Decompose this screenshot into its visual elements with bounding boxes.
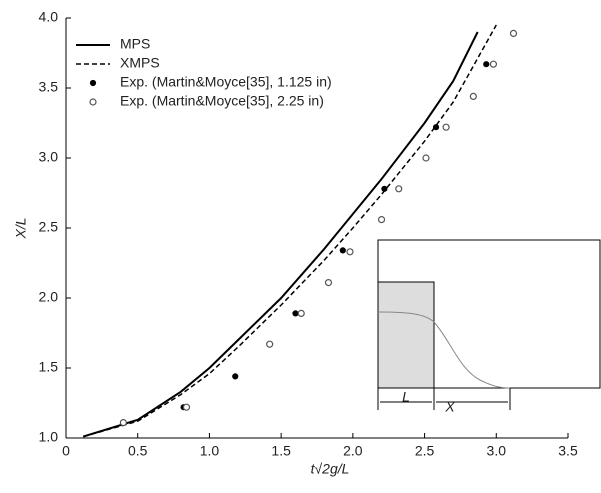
legend-label: XMPS	[120, 55, 160, 71]
x-tick-label: 2.0	[343, 443, 363, 459]
data-point	[422, 154, 430, 162]
data-point	[266, 340, 274, 348]
data-point	[377, 216, 386, 224]
series-line	[83, 24, 497, 438]
data-point	[297, 309, 305, 317]
y-tick-label: 2.5	[39, 219, 59, 235]
legend-label: MPS	[120, 36, 150, 52]
legend-swatch	[89, 98, 97, 106]
series-line	[82, 31, 479, 438]
data-point	[346, 248, 354, 256]
data-point	[119, 419, 127, 427]
x-tick-label: 0.5	[128, 443, 148, 459]
y-tick-label: 4.0	[39, 9, 59, 25]
data-point	[381, 185, 388, 192]
data-point	[489, 60, 498, 68]
dim-label: L	[402, 389, 410, 405]
data-point	[324, 279, 333, 287]
data-point	[339, 247, 346, 254]
dim-label: X	[444, 399, 455, 415]
legend-label: Exp. (Martin&Moyce[35], 2.25 in)	[120, 93, 324, 109]
data-point	[292, 310, 299, 317]
x-axis-label: t√2g/L	[311, 461, 350, 477]
inset-diagram: L X	[377, 239, 601, 415]
x-tick-label: 2.5	[415, 443, 435, 459]
y-tick-label: 1.0	[39, 429, 59, 445]
x-tick-label: 1.5	[271, 443, 291, 459]
data-point	[432, 124, 440, 131]
x-tick-label: 3.5	[558, 443, 578, 459]
legend-swatch	[89, 79, 97, 87]
y-tick-label: 2.0	[39, 289, 59, 305]
data-point	[395, 185, 403, 193]
x-tick-label: 1.0	[200, 443, 220, 459]
y-axis-label: X/L	[13, 217, 29, 239]
x-tick-label: 3.0	[487, 443, 507, 459]
surge-front	[377, 311, 511, 389]
data-point	[442, 123, 450, 131]
legend-label: Exp. (Martin&Moyce[35], 1.125 in)	[120, 74, 332, 90]
data-point	[483, 61, 490, 68]
data-point	[469, 92, 477, 101]
y-tick-label: 3.0	[39, 149, 59, 165]
y-tick-label: 3.5	[39, 79, 59, 95]
data-point	[182, 403, 191, 411]
y-tick-label: 1.5	[39, 359, 59, 375]
water-column	[377, 281, 435, 389]
data-point	[232, 373, 239, 380]
data-point	[509, 29, 518, 38]
x-tick-label: 0	[62, 443, 70, 459]
